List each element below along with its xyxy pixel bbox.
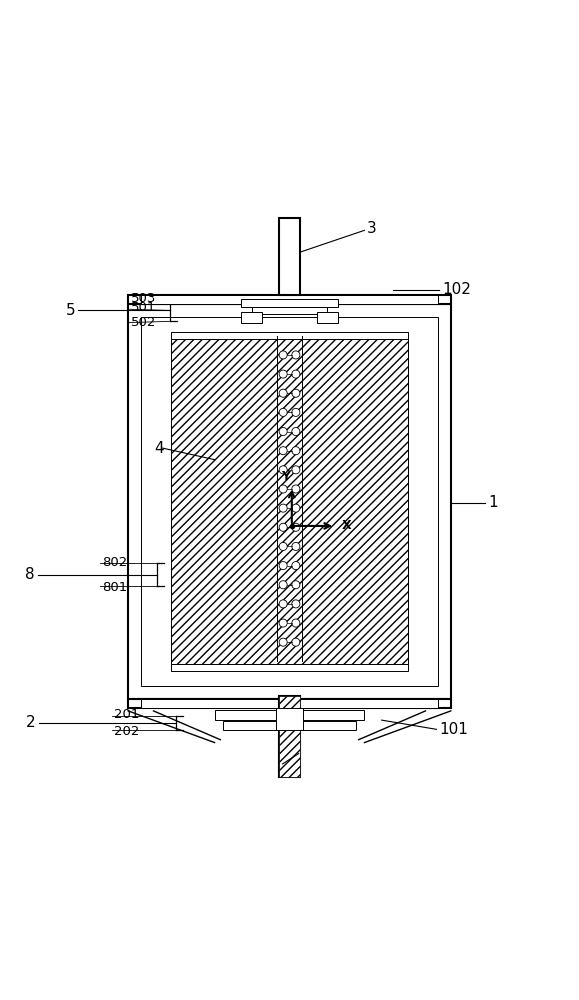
Text: 8: 8 [25,567,35,582]
Text: 102: 102 [442,282,471,297]
Circle shape [279,581,287,589]
Circle shape [292,485,300,493]
Bar [223,721,356,730]
Circle shape [279,408,287,416]
Circle shape [279,389,287,397]
Text: 1: 1 [488,495,498,510]
Circle shape [279,427,287,436]
Circle shape [292,581,300,589]
Text: Y: Y [281,470,291,483]
Text: 502: 502 [131,316,156,329]
Bar [128,304,451,699]
Bar [128,295,451,304]
Bar [171,339,408,664]
Circle shape [279,638,287,646]
Bar [276,708,303,730]
Text: 201: 201 [113,708,139,721]
Bar [278,218,301,295]
Circle shape [279,447,287,455]
Text: 202: 202 [113,725,139,738]
Text: 9: 9 [285,759,295,774]
Bar [141,699,438,708]
Circle shape [279,619,287,627]
Bar [240,299,339,307]
Bar [171,332,408,339]
Circle shape [292,447,300,455]
Bar [141,295,438,304]
Circle shape [279,523,287,531]
Text: 501: 501 [131,301,156,314]
Bar [215,710,364,720]
Circle shape [292,351,300,359]
Text: 5: 5 [65,303,75,318]
Bar [317,312,339,323]
Circle shape [279,370,287,378]
Circle shape [292,638,300,646]
Circle shape [279,562,287,570]
Circle shape [292,427,300,436]
Text: 3: 3 [367,221,377,236]
Text: 2: 2 [26,715,36,730]
Bar [252,307,327,314]
Circle shape [292,504,300,512]
Circle shape [292,619,300,627]
Circle shape [292,562,300,570]
Bar [171,664,408,671]
Circle shape [279,466,287,474]
Circle shape [292,408,300,416]
Circle shape [292,389,300,397]
Circle shape [279,542,287,550]
Text: 101: 101 [439,722,468,737]
Text: 802: 802 [102,556,127,569]
Text: 801: 801 [102,581,127,594]
Text: X: X [342,519,351,532]
Circle shape [292,370,300,378]
Circle shape [292,466,300,474]
Bar [128,699,451,708]
Text: 503: 503 [131,292,156,305]
Bar [278,696,301,777]
Bar [141,317,438,686]
Circle shape [279,504,287,512]
Circle shape [292,542,300,550]
Bar [240,312,262,323]
Text: 4: 4 [154,441,164,456]
Circle shape [279,351,287,359]
Circle shape [292,523,300,531]
Circle shape [292,600,300,608]
Circle shape [279,485,287,493]
Bar [171,339,408,664]
Bar [278,696,301,777]
Circle shape [279,600,287,608]
